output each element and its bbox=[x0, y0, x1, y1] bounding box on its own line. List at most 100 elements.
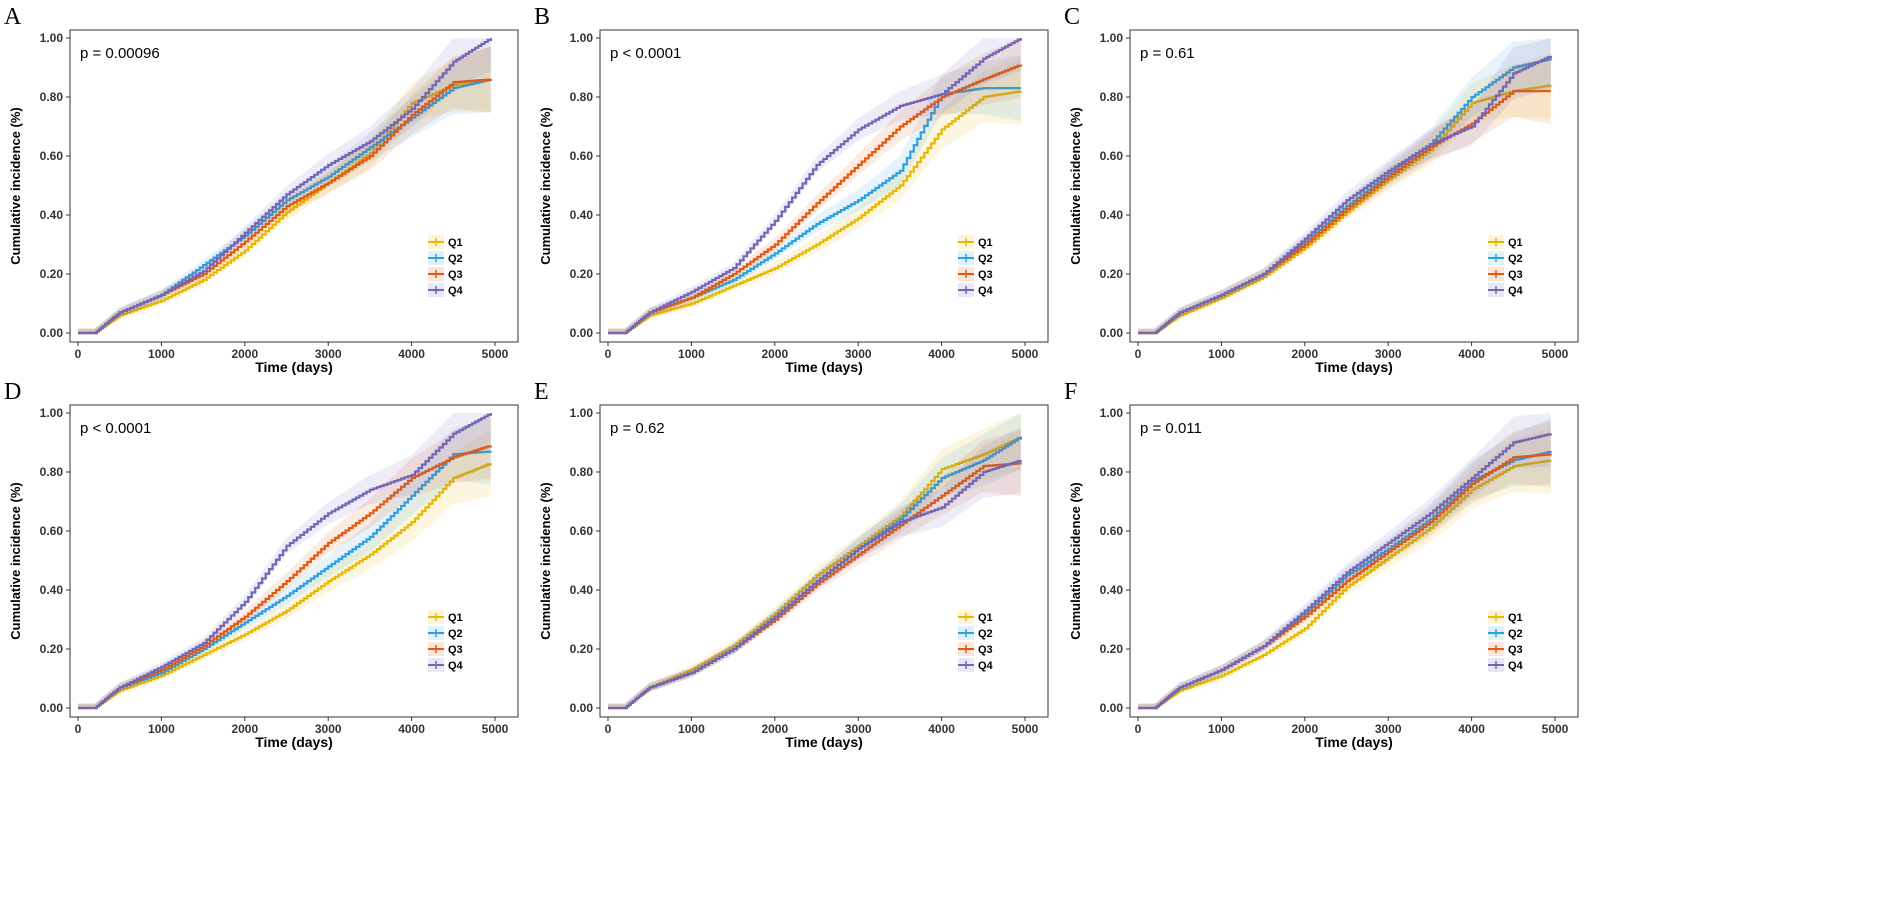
x-tick-label: 1000 bbox=[148, 347, 175, 361]
y-tick-label: 1.00 bbox=[40, 406, 64, 420]
ci-band-Q3 bbox=[78, 413, 491, 708]
x-tick-label: 4000 bbox=[928, 722, 955, 736]
p-value: p = 0.61 bbox=[1140, 45, 1195, 62]
panel-E: E 0.00 0.20 0.40 0.60 0.80 1.00 0 1000 2000 3000 40… bbox=[534, 379, 1049, 750]
curve-Q4 bbox=[608, 460, 1022, 710]
y-axis-label: Cumulative incidence (%) bbox=[538, 482, 553, 639]
legend-label-Q4: Q4 bbox=[448, 660, 464, 672]
y-axis-label: Cumulative incidence (%) bbox=[8, 482, 23, 639]
ci-band-Q1 bbox=[78, 46, 491, 333]
curve-Q4 bbox=[78, 38, 492, 335]
y-tick-label: 0.20 bbox=[570, 642, 594, 656]
panel-letter: F bbox=[1064, 379, 1077, 405]
x-tick-label: 1000 bbox=[678, 722, 705, 736]
y-tick-label: 0.00 bbox=[40, 326, 64, 340]
plot-frame bbox=[599, 404, 1049, 718]
ci-band-Q1 bbox=[1138, 52, 1551, 333]
x-axis-label: Time (days) bbox=[1315, 359, 1393, 375]
panel-letter: B bbox=[534, 4, 550, 30]
plot-frame bbox=[1129, 29, 1579, 343]
legend-label-Q3: Q3 bbox=[978, 644, 993, 656]
ci-band-Q3 bbox=[78, 46, 491, 333]
y-tick-label: 0.60 bbox=[570, 524, 594, 538]
p-value: p < 0.0001 bbox=[80, 420, 151, 437]
legend-label-Q3: Q3 bbox=[448, 269, 463, 281]
x-tick-label: 3000 bbox=[845, 722, 872, 736]
panel-A: A 0.00 0.20 0.40 0.60 0.80 1.00 0 1000 2000 3000 40… bbox=[4, 4, 519, 375]
legend-label-Q1: Q1 bbox=[1508, 612, 1523, 624]
legend-label-Q2: Q2 bbox=[978, 253, 993, 265]
ci-band-Q2 bbox=[78, 418, 491, 708]
ci-band-Q4 bbox=[1138, 38, 1551, 333]
legend-label-Q2: Q2 bbox=[1508, 628, 1523, 640]
x-tick-label: 4000 bbox=[398, 347, 425, 361]
y-tick-label: 0.40 bbox=[40, 208, 64, 222]
y-tick-label: 0.80 bbox=[570, 90, 594, 104]
x-axis-label: Time (days) bbox=[785, 734, 863, 750]
ci-band-Q4 bbox=[78, 413, 491, 708]
ci-band-Q3 bbox=[1138, 58, 1551, 333]
panel-F: F 0.00 0.20 0.40 0.60 0.80 1.00 0 1000 2000 3000 40… bbox=[1064, 379, 1579, 750]
p-value: p = 0.62 bbox=[610, 420, 665, 437]
x-tick-label: 2000 bbox=[761, 722, 788, 736]
x-tick-label: 2000 bbox=[231, 722, 258, 736]
y-tick-label: 0.80 bbox=[1100, 465, 1124, 479]
x-tick-label: 3000 bbox=[1375, 722, 1402, 736]
ci-band-Q1 bbox=[608, 413, 1021, 708]
curve-Q1 bbox=[608, 90, 1022, 335]
y-tick-label: 0.00 bbox=[1100, 701, 1124, 715]
x-axis-label: Time (days) bbox=[255, 359, 333, 375]
y-tick-label: 1.00 bbox=[1100, 406, 1124, 420]
ci-band-Q4 bbox=[1138, 413, 1551, 708]
y-tick-label: 0.60 bbox=[1100, 149, 1124, 163]
p-value: p = 0.011 bbox=[1140, 420, 1202, 437]
y-tick-label: 0.20 bbox=[1100, 642, 1124, 656]
y-tick-label: 0.60 bbox=[1100, 524, 1124, 538]
ci-band-Q2 bbox=[608, 413, 1021, 708]
x-tick-label: 4000 bbox=[928, 347, 955, 361]
y-tick-label: 0.00 bbox=[1100, 326, 1124, 340]
plot-frame bbox=[69, 29, 519, 343]
y-tick-label: 0.40 bbox=[570, 583, 594, 597]
x-tick-label: 0 bbox=[75, 722, 82, 736]
x-tick-label: 5000 bbox=[482, 722, 509, 736]
legend-label-Q4: Q4 bbox=[448, 285, 464, 297]
x-tick-label: 4000 bbox=[1458, 722, 1485, 736]
y-tick-label: 0.20 bbox=[1100, 267, 1124, 281]
y-tick-label: 0.40 bbox=[570, 208, 594, 222]
x-tick-label: 0 bbox=[75, 347, 82, 361]
legend-label-Q3: Q3 bbox=[978, 269, 993, 281]
curve-Q4 bbox=[1138, 55, 1552, 335]
y-axis-label: Cumulative incidence (%) bbox=[538, 107, 553, 264]
y-tick-label: 0.00 bbox=[570, 326, 594, 340]
y-tick-label: 0.20 bbox=[570, 267, 594, 281]
p-value: p = 0.00096 bbox=[80, 45, 160, 62]
y-tick-label: 0.20 bbox=[40, 642, 64, 656]
legend-label-Q3: Q3 bbox=[1508, 269, 1523, 281]
y-tick-label: 0.80 bbox=[1100, 90, 1124, 104]
ci-band-Q4 bbox=[78, 38, 491, 333]
curve-Q1 bbox=[78, 463, 492, 710]
legend-label-Q3: Q3 bbox=[448, 644, 463, 656]
x-axis-label: Time (days) bbox=[1315, 734, 1393, 750]
x-tick-label: 0 bbox=[1135, 347, 1142, 361]
plot-frame bbox=[1129, 404, 1579, 718]
plot-frame bbox=[599, 29, 1049, 343]
legend-label-Q2: Q2 bbox=[1508, 253, 1523, 265]
x-tick-label: 0 bbox=[605, 347, 612, 361]
ci-band-Q2 bbox=[1138, 38, 1551, 333]
y-tick-label: 0.40 bbox=[1100, 583, 1124, 597]
ci-band-Q4 bbox=[608, 38, 1021, 333]
x-tick-label: 3000 bbox=[1375, 347, 1402, 361]
curve-Q4 bbox=[1138, 433, 1552, 710]
legend-label-Q4: Q4 bbox=[978, 660, 994, 672]
y-tick-label: 0.20 bbox=[40, 267, 64, 281]
panel-letter: D bbox=[4, 379, 21, 405]
x-tick-label: 4000 bbox=[1458, 347, 1485, 361]
legend-label-Q1: Q1 bbox=[448, 237, 463, 249]
x-tick-label: 0 bbox=[1135, 722, 1142, 736]
x-tick-label: 3000 bbox=[845, 347, 872, 361]
y-tick-label: 1.00 bbox=[570, 406, 594, 420]
x-axis-label: Time (days) bbox=[255, 734, 333, 750]
